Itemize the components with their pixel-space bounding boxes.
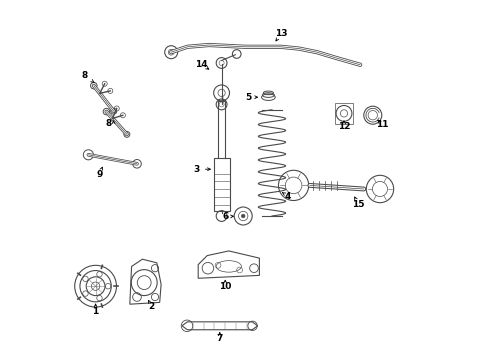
Text: 13: 13: [275, 29, 287, 38]
Text: 10: 10: [219, 282, 231, 292]
Text: 7: 7: [217, 334, 223, 343]
Text: 9: 9: [96, 170, 102, 179]
Text: 15: 15: [352, 200, 365, 209]
Text: 8: 8: [82, 71, 88, 80]
Text: 12: 12: [338, 122, 350, 131]
Text: 11: 11: [375, 120, 388, 129]
Text: 4: 4: [285, 192, 292, 201]
Text: 6: 6: [222, 212, 228, 221]
Text: 14: 14: [195, 60, 207, 69]
Text: 1: 1: [93, 306, 98, 315]
Text: 8: 8: [105, 120, 111, 129]
Text: 2: 2: [148, 302, 154, 311]
Text: 5: 5: [245, 93, 252, 102]
Text: 3: 3: [193, 165, 199, 174]
Circle shape: [242, 214, 245, 218]
